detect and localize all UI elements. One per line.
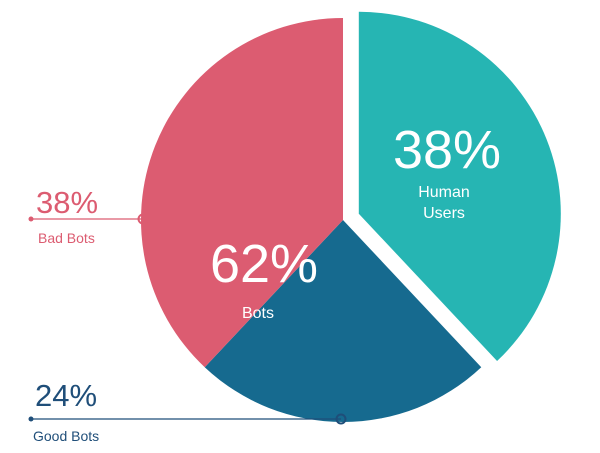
pie-slice-good-bots [204, 220, 482, 422]
bad-bots-callout-end-marker [137, 213, 149, 225]
bots-label: Bots [242, 305, 274, 322]
pie-slice-bad-bots [141, 18, 343, 368]
human-users-label-line-2: Users [423, 205, 465, 222]
pie-slice-human-users [358, 11, 561, 361]
bad-bots-callout-name: Bad Bots [38, 230, 95, 246]
good-bots-callout-value: 24% [35, 378, 97, 413]
human-users-label-line-1: Human [418, 184, 470, 201]
good-bots-callout-start-dot [28, 416, 34, 422]
good-bots-callout-end-marker [335, 413, 347, 425]
bots-percent-label: 62% [210, 234, 318, 294]
good-bots-callout-name: Good Bots [33, 428, 99, 444]
bad-bots-callout-value: 38% [36, 185, 98, 220]
human-users-percent-label: 38% [393, 120, 501, 180]
bad-bots-callout-start-dot [28, 216, 34, 222]
